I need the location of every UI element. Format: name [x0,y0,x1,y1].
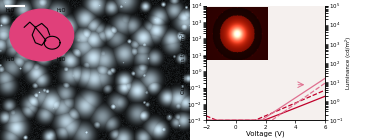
Y-axis label: Luminance (cd/m²): Luminance (cd/m²) [345,37,351,89]
Y-axis label: Current Density (A/m²): Current Density (A/m²) [180,32,186,94]
X-axis label: Voltage (V): Voltage (V) [246,131,285,137]
